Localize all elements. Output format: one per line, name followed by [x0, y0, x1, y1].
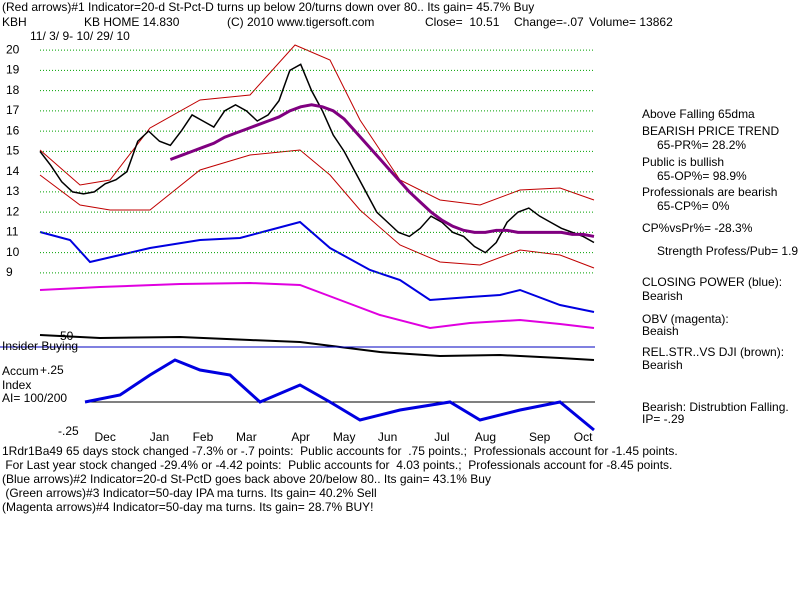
- accum-label: AI= 100/200: [2, 391, 67, 405]
- side-note: IP= -.29: [642, 412, 685, 426]
- axis-label: 50: [60, 329, 74, 343]
- side-note: CP%vsPr%= -28.3%: [642, 221, 753, 235]
- y-tick-label: 9: [6, 265, 13, 279]
- x-tick-label: Feb: [193, 430, 214, 444]
- accum-label: Accum: [2, 364, 39, 378]
- side-note: Bearish: [642, 358, 683, 372]
- accum-label: Index: [2, 378, 31, 392]
- side-note: 65-CP%= 0%: [657, 199, 730, 213]
- footer-note: 1Rdr1Ba49 65 days stock changed -7.3% or…: [2, 444, 678, 458]
- y-tick-label: 20: [6, 42, 20, 56]
- x-tick-label: Oct: [574, 430, 593, 444]
- x-tick-label: May: [333, 430, 356, 444]
- footer-note: For Last year stock changed -29.4% or -4…: [2, 458, 672, 472]
- x-tick-label: Jan: [150, 430, 169, 444]
- series-line: [39, 63, 595, 254]
- side-note: 65-PR%= 28.2%: [657, 138, 746, 152]
- side-note: OBV (magenta):: [642, 312, 729, 326]
- axis-label: -.25: [58, 424, 79, 438]
- close: Close= 10.51: [425, 15, 500, 29]
- y-tick-label: 14: [6, 164, 20, 178]
- closing-power-line: [39, 220, 595, 313]
- band-line: [39, 149, 595, 269]
- x-tick-label: Dec: [95, 430, 116, 444]
- y-tick-label: 19: [6, 63, 20, 77]
- y-tick-label: 18: [6, 83, 20, 97]
- side-note: REL.STR..VS DJI (brown):: [642, 345, 784, 359]
- side-note: 65-OP%= 98.9%: [657, 169, 747, 183]
- x-tick-label: Sep: [529, 430, 551, 444]
- side-note: CLOSING POWER (blue):: [642, 275, 782, 289]
- band-line: [39, 44, 595, 206]
- chart-title: (Red arrows)#1 Indicator=20-d St-Pct-D t…: [2, 0, 534, 14]
- footer-note: (Blue arrows)#2 Indicator=20-d St-PctD g…: [2, 472, 491, 486]
- y-tick-label: 17: [6, 103, 20, 117]
- accum-index: [84, 358, 595, 432]
- x-tick-label: Jul: [434, 430, 449, 444]
- legend-entry: Above Falling 65dma: [642, 107, 755, 121]
- y-tick-label: 11: [6, 225, 19, 239]
- side-note: Strength Profess/Pub= 1.9: [657, 244, 798, 258]
- y-tick-label: 13: [6, 184, 20, 198]
- x-tick-label: Mar: [236, 430, 257, 444]
- series-line: [169, 103, 595, 238]
- y-tick-label: 15: [6, 144, 20, 158]
- volume: Volume= 13862: [589, 15, 673, 29]
- y-tick-label: 10: [6, 245, 20, 259]
- y-tick-label: 12: [6, 204, 20, 218]
- obv-line: [39, 281, 595, 330]
- copyright: (C) 2010 www.tigersoft.com: [227, 15, 374, 29]
- side-note: BEARISH PRICE TREND: [642, 124, 779, 138]
- side-note: Bearish: Distrubtion Falling.: [642, 400, 789, 414]
- footer-note: (Magenta arrows)#4 Indicator=50-day ma t…: [2, 500, 374, 514]
- side-note: Bearish: [642, 289, 683, 303]
- side-note: Public is bullish: [642, 155, 724, 169]
- x-tick-label: Jun: [378, 430, 397, 444]
- x-tick-label: Apr: [291, 430, 310, 444]
- symbol: KBH: [2, 15, 27, 29]
- side-note: Beaish: [642, 324, 679, 338]
- y-tick-label: 16: [6, 123, 20, 137]
- date-range: 11/ 3/ 9- 10/ 29/ 10: [30, 29, 130, 43]
- change: Change=-.07: [514, 15, 584, 29]
- legend-entry: KB HOME 14.830: [84, 15, 180, 29]
- axis-label: +.25: [40, 363, 64, 377]
- footer-note: (Green arrows)#3 Indicator=50-day IPA ma…: [2, 486, 377, 500]
- side-note: Professionals are bearish: [642, 185, 777, 199]
- x-tick-label: Aug: [475, 430, 496, 444]
- insider-label: Insider Buying: [2, 339, 78, 353]
